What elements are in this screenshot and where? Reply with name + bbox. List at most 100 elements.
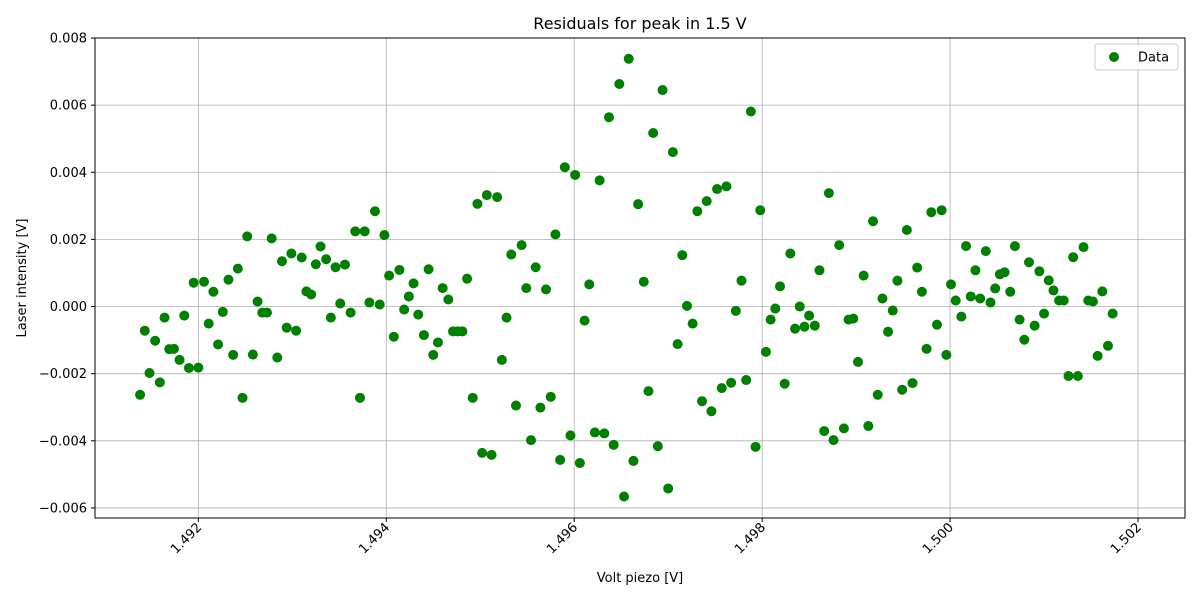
data-point bbox=[550, 229, 561, 240]
data-point bbox=[1039, 308, 1050, 319]
data-point bbox=[623, 53, 634, 64]
data-point bbox=[1019, 334, 1030, 345]
data-point bbox=[281, 322, 292, 333]
data-point bbox=[638, 276, 649, 287]
data-point bbox=[574, 457, 585, 468]
data-point bbox=[941, 349, 952, 360]
data-point bbox=[619, 491, 630, 502]
data-point bbox=[296, 252, 307, 263]
data-point bbox=[199, 276, 209, 287]
data-point bbox=[990, 283, 1001, 294]
data-point bbox=[834, 240, 845, 251]
data-point bbox=[828, 435, 839, 446]
data-point bbox=[565, 430, 576, 441]
data-point bbox=[394, 264, 405, 275]
data-point bbox=[462, 273, 473, 284]
data-point bbox=[980, 246, 991, 257]
data-point bbox=[1063, 371, 1074, 382]
data-point bbox=[628, 455, 639, 466]
data-point bbox=[555, 454, 566, 465]
data-point bbox=[804, 310, 815, 321]
data-point bbox=[203, 318, 214, 329]
data-point bbox=[956, 311, 967, 322]
y-tick-label: 0.006 bbox=[50, 99, 87, 114]
data-point bbox=[150, 335, 161, 346]
data-point bbox=[779, 378, 790, 389]
data-point bbox=[413, 309, 424, 320]
data-point bbox=[208, 286, 219, 297]
data-point bbox=[863, 421, 874, 432]
y-tick-label: 0.004 bbox=[50, 166, 87, 181]
data-point bbox=[970, 265, 981, 276]
y-tick-label: −0.002 bbox=[39, 367, 87, 382]
data-point bbox=[359, 226, 370, 237]
data-point bbox=[443, 294, 454, 305]
data-point bbox=[559, 162, 570, 173]
data-point bbox=[193, 362, 204, 373]
data-point bbox=[950, 295, 961, 306]
data-point bbox=[183, 362, 194, 373]
data-point bbox=[154, 377, 165, 388]
data-point bbox=[272, 352, 283, 363]
data-point bbox=[457, 326, 468, 337]
data-point bbox=[501, 312, 512, 323]
data-point bbox=[477, 447, 488, 458]
data-point bbox=[144, 367, 155, 378]
data-point bbox=[570, 169, 581, 180]
legend-box bbox=[1094, 43, 1179, 71]
data-point bbox=[252, 296, 263, 307]
data-point bbox=[1072, 371, 1083, 382]
data-point bbox=[868, 216, 879, 227]
data-point bbox=[403, 291, 414, 302]
data-point bbox=[765, 314, 776, 325]
data-point bbox=[745, 106, 756, 117]
data-point bbox=[1092, 350, 1103, 361]
y-tick-label: −0.004 bbox=[39, 434, 87, 449]
chart-title: Residuals for peak in 1.5 V bbox=[533, 14, 746, 33]
data-point bbox=[535, 402, 546, 413]
data-point bbox=[657, 85, 668, 96]
data-point bbox=[223, 274, 234, 285]
data-point bbox=[652, 441, 663, 452]
data-point bbox=[965, 291, 976, 302]
data-point bbox=[589, 427, 600, 438]
data-point bbox=[330, 262, 341, 273]
data-point bbox=[926, 207, 937, 218]
data-point bbox=[999, 267, 1010, 278]
data-point bbox=[335, 298, 346, 309]
data-point bbox=[961, 241, 972, 252]
data-point bbox=[174, 354, 185, 365]
data-point bbox=[794, 301, 805, 312]
data-point bbox=[1107, 308, 1118, 319]
data-point bbox=[179, 310, 190, 321]
data-point bbox=[916, 286, 927, 297]
data-point bbox=[364, 297, 375, 308]
data-point bbox=[823, 188, 834, 199]
data-point bbox=[345, 307, 356, 318]
data-point bbox=[603, 112, 614, 123]
data-point bbox=[481, 190, 492, 201]
data-point bbox=[712, 184, 723, 195]
y-axis-title: Laser intensity [V] bbox=[15, 219, 30, 338]
data-point bbox=[633, 199, 644, 210]
data-point bbox=[706, 406, 717, 417]
data-point bbox=[872, 389, 883, 400]
data-point bbox=[217, 306, 228, 317]
data-point bbox=[228, 349, 239, 360]
data-point bbox=[399, 304, 410, 315]
data-point bbox=[785, 248, 796, 259]
data-point bbox=[1102, 340, 1113, 351]
data-point bbox=[1024, 257, 1035, 268]
data-point bbox=[354, 392, 365, 403]
data-point bbox=[432, 337, 443, 348]
data-point bbox=[423, 264, 434, 275]
data-point bbox=[496, 354, 507, 365]
data-point bbox=[325, 312, 336, 323]
data-point bbox=[901, 225, 912, 235]
data-point bbox=[716, 383, 727, 394]
data-point bbox=[1029, 320, 1040, 331]
data-point bbox=[242, 231, 253, 242]
data-point bbox=[584, 279, 595, 290]
data-point bbox=[1005, 286, 1016, 297]
